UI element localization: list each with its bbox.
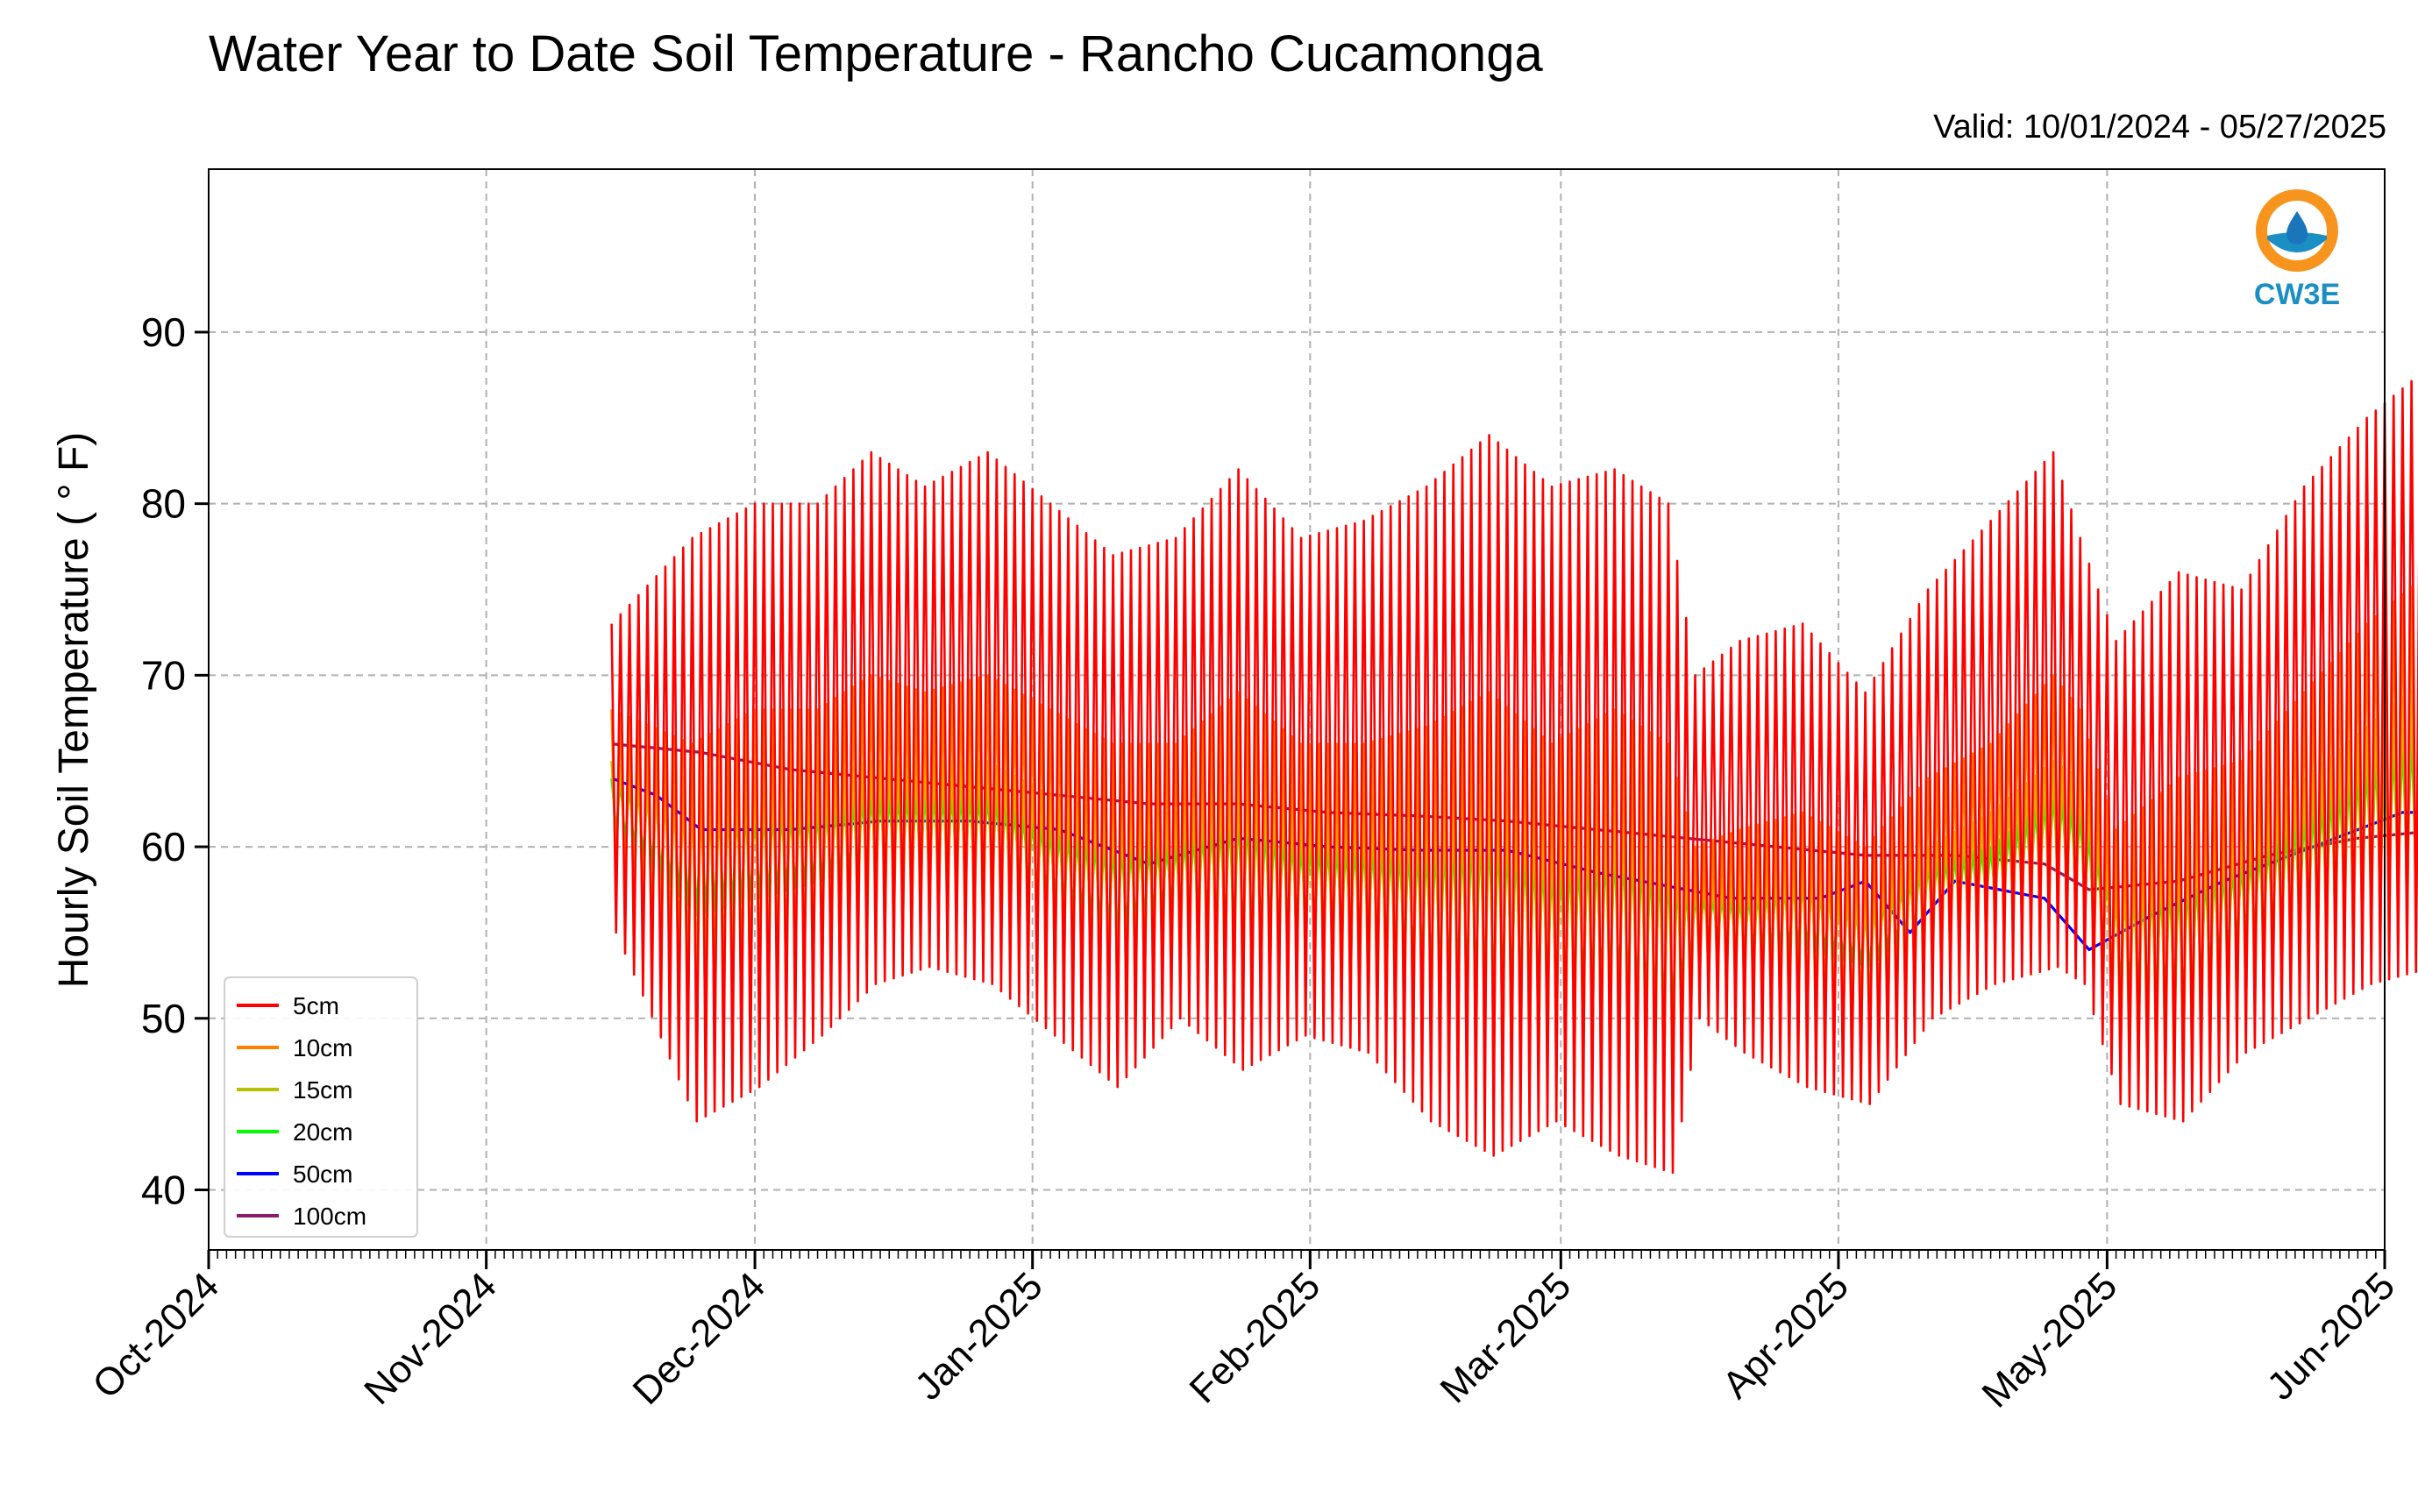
logo-text: CW3E xyxy=(2254,278,2340,311)
chart-subtitle: Valid: 10/01/2024 - 05/27/2025 xyxy=(1933,109,2386,146)
cw3e-logo: CW3E xyxy=(2254,189,2340,311)
y-tick-label: 90 xyxy=(141,309,186,355)
x-tick-label: Oct-2024 xyxy=(84,1264,227,1407)
chart-title: Water Year to Date Soil Temperature - Ra… xyxy=(209,25,1543,82)
y-tick-label: 80 xyxy=(141,481,186,527)
grid xyxy=(209,169,2385,1250)
legend-label: 15cm xyxy=(293,1076,352,1104)
y-tick-label: 50 xyxy=(141,996,186,1041)
y-tick-label: 60 xyxy=(141,824,186,870)
y-tick-label: 40 xyxy=(141,1168,186,1213)
logo-drop-icon xyxy=(2286,211,2308,245)
x-tick-label: Dec-2024 xyxy=(625,1264,774,1413)
series-line-5cm xyxy=(610,380,2418,1175)
series-layer xyxy=(610,380,2418,1175)
legend-label: 20cm xyxy=(293,1118,352,1146)
legend-label: 10cm xyxy=(293,1034,352,1061)
x-tick-label: Jan-2025 xyxy=(907,1264,1050,1408)
x-tick-label: Apr-2025 xyxy=(1714,1264,1857,1407)
x-tick-label: Jun-2025 xyxy=(2259,1264,2403,1408)
legend: 5cm 10cm 15cm 20cm 50cm 100cm xyxy=(224,976,418,1238)
x-tick-label: Mar-2025 xyxy=(1433,1264,1580,1411)
legend-label: 5cm xyxy=(293,992,339,1019)
legend-label: 100cm xyxy=(293,1203,366,1230)
x-tick-label: May-2025 xyxy=(1974,1264,2125,1416)
plot-frame xyxy=(208,168,2386,1251)
y-axis-label: Hourly Soil Temperature ( ° F) xyxy=(51,432,97,989)
x-tick-label: Feb-2025 xyxy=(1182,1264,1329,1411)
x-tick-label: Nov-2024 xyxy=(356,1264,505,1413)
legend-label: 50cm xyxy=(293,1161,352,1188)
y-tick-label: 70 xyxy=(141,652,186,698)
